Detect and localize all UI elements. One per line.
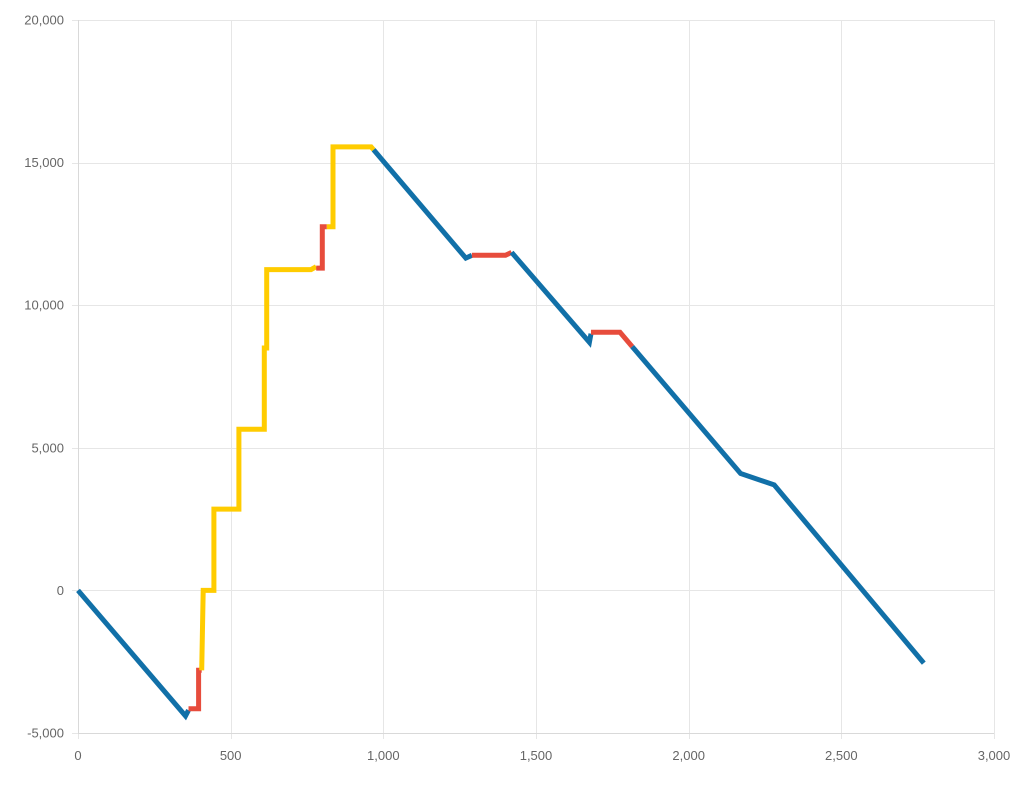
grid-lines bbox=[72, 20, 995, 739]
x-tick-label: 3,000 bbox=[978, 748, 1011, 763]
series-segment-red bbox=[591, 329, 635, 349]
x-tick-label: 1,000 bbox=[367, 748, 400, 763]
series-segment-yellow bbox=[326, 144, 376, 230]
y-tick-label: 20,000 bbox=[24, 13, 64, 28]
y-tick-labels: -5,000 0 5,000 10,000 15,000 20,000 bbox=[24, 13, 64, 741]
y-tick-label: -5,000 bbox=[27, 726, 64, 741]
x-tick-label: 2,000 bbox=[672, 748, 705, 763]
series-segment-blue bbox=[76, 588, 191, 721]
x-tick-labels: 0 500 1,000 1,500 2,000 2,500 3,000 bbox=[74, 748, 1010, 763]
series-segment-blue bbox=[371, 148, 473, 262]
series-segment-red bbox=[188, 667, 202, 712]
series-segment-blue bbox=[509, 250, 594, 348]
y-tick-label: 15,000 bbox=[24, 155, 64, 170]
series-lines bbox=[76, 144, 926, 721]
series-segment-red bbox=[471, 250, 513, 258]
y-tick-label: 10,000 bbox=[24, 298, 64, 313]
y-tick-label: 0 bbox=[57, 583, 64, 598]
x-tick-label: 500 bbox=[220, 748, 242, 763]
series-segment-red bbox=[316, 224, 327, 271]
x-tick-label: 2,500 bbox=[825, 748, 858, 763]
x-tick-label: 1,500 bbox=[520, 748, 553, 763]
series-segment-blue bbox=[630, 344, 926, 665]
series-segment-yellow bbox=[199, 264, 318, 671]
x-tick-label: 0 bbox=[74, 748, 81, 763]
axes bbox=[78, 20, 994, 734]
y-tick-label: 5,000 bbox=[31, 440, 64, 455]
